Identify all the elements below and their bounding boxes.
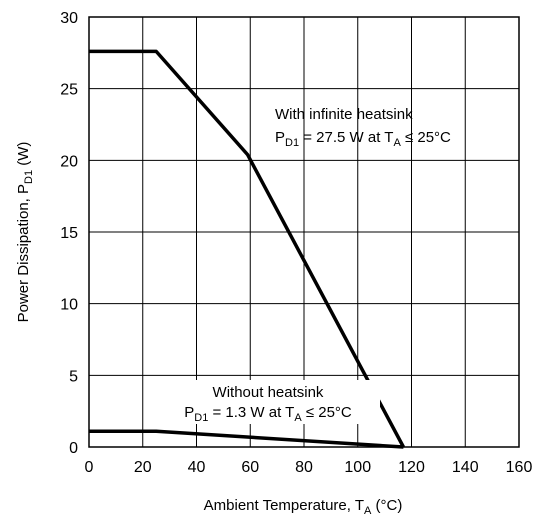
annotation-infinite-line1: With infinite heatsink xyxy=(275,106,413,123)
grid xyxy=(88,16,520,448)
x-tick-label: 100 xyxy=(344,459,371,476)
y-tick-label: 30 xyxy=(60,10,78,27)
x-tick-label: 40 xyxy=(188,459,206,476)
y-tick-label: 15 xyxy=(60,225,78,242)
y-tick-labels: 0 5 10 15 20 25 30 xyxy=(60,10,78,457)
x-tick-label: 120 xyxy=(398,459,425,476)
y-tick-label: 20 xyxy=(60,153,78,170)
x-tick-label: 60 xyxy=(241,459,259,476)
x-tick-label: 160 xyxy=(506,459,533,476)
annotation-without-heatsink: Without heatsink PD1 = 1.3 W at TA ≤ 25°… xyxy=(184,384,352,424)
x-tick-label: 80 xyxy=(295,459,313,476)
y-tick-label: 10 xyxy=(60,297,78,314)
x-tick-label: 140 xyxy=(452,459,479,476)
x-axis-title: Ambient Temperature, TA (°C) xyxy=(204,497,403,517)
y-axis-title: Power Dissipation, PD1 (W) xyxy=(15,142,35,323)
series-line-infinite-heatsink xyxy=(89,49,405,448)
annotation-without-line2: PD1 = 1.3 W at TA ≤ 25°C xyxy=(184,404,352,424)
y-tick-label: 0 xyxy=(69,440,78,457)
x-tick-labels: 0 20 40 60 80 100 120 140 160 xyxy=(85,459,533,476)
series-line-without-heatsink xyxy=(89,429,404,449)
annotation-without-line1: Without heatsink xyxy=(213,384,324,401)
x-tick-label: 0 xyxy=(85,459,94,476)
plot-frame xyxy=(88,16,520,448)
x-tick-label: 20 xyxy=(134,459,152,476)
y-tick-label: 5 xyxy=(69,368,78,385)
annotation-infinite-line2: PD1 = 27.5 W at TA ≤ 25°C xyxy=(275,129,451,149)
annotation-without-background xyxy=(150,380,380,424)
y-tick-label: 25 xyxy=(60,82,78,99)
series-lines xyxy=(89,49,405,449)
annotation-infinite-heatsink: With infinite heatsink PD1 = 27.5 W at T… xyxy=(275,106,451,149)
